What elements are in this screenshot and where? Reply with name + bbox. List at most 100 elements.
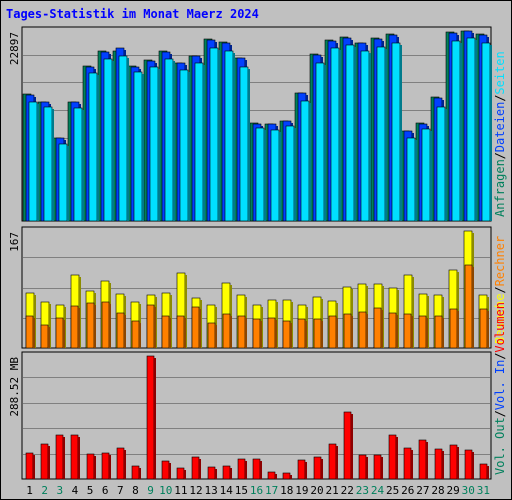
bar-shadow-requests-16 xyxy=(264,130,266,221)
bar-requests-seiten-14 xyxy=(224,50,234,222)
bar-requests-seiten-20 xyxy=(315,62,325,222)
bar-shadow-volume-20 xyxy=(321,459,323,479)
bar-shadow-volume-16 xyxy=(260,461,262,479)
bar-shadow-volume-31 xyxy=(487,466,489,479)
x-tick-label-30: 30 xyxy=(462,484,475,497)
bar-visits-rechner-28 xyxy=(434,315,443,349)
bar-shadow-visits-15 xyxy=(245,318,247,348)
bar-volume-volumen-3 xyxy=(55,434,64,480)
legend-volume-volin: Vol. In xyxy=(493,360,507,411)
legend-separator-volume: / xyxy=(493,410,507,417)
bar-shadow-requests-10 xyxy=(173,61,175,221)
bar-shadow-requests-13 xyxy=(218,50,220,221)
bar-volume-volumen-6 xyxy=(101,452,110,480)
bar-volume-volumen-31 xyxy=(479,463,488,480)
bar-shadow-volume-7 xyxy=(124,450,126,479)
bar-volume-volumen-24 xyxy=(373,454,382,480)
bar-shadow-visits-26 xyxy=(411,316,413,348)
bar-volume-volumen-30 xyxy=(464,449,473,480)
bar-visits-rechner-21 xyxy=(328,315,337,349)
bar-requests-seiten-4 xyxy=(73,107,83,222)
bar-visits-rechner-7 xyxy=(116,312,125,349)
bar-volume-volumen-29 xyxy=(449,444,458,480)
bar-shadow-volume-8 xyxy=(139,468,141,479)
bar-volume-volumen-23 xyxy=(358,454,367,480)
bar-shadow-volume-9 xyxy=(154,358,156,479)
bar-shadow-requests-14 xyxy=(233,53,235,221)
bar-shadow-visits-1 xyxy=(33,318,35,348)
bar-shadow-requests-30 xyxy=(475,40,477,221)
bar-shadow-requests-22 xyxy=(354,47,356,221)
bar-visits-rechner-23 xyxy=(358,311,367,349)
bar-visits-rechner-1 xyxy=(25,315,34,349)
bar-volume-volumen-5 xyxy=(86,453,95,480)
bar-visits-rechner-24 xyxy=(373,307,382,349)
bar-shadow-volume-25 xyxy=(396,437,398,479)
bar-shadow-volume-28 xyxy=(442,451,444,479)
legend-separator-visits: / xyxy=(493,286,507,293)
bar-shadow-visits-7 xyxy=(124,315,126,348)
x-tick-label-25: 25 xyxy=(386,484,399,497)
legend-visits-besuche: Besuche xyxy=(493,293,507,344)
bar-shadow-volume-1 xyxy=(33,455,35,479)
x-tick-label-11: 11 xyxy=(174,484,187,497)
x-tick-label-28: 28 xyxy=(431,484,444,497)
bar-volume-volumen-16 xyxy=(252,458,261,480)
legend-volume-volout: Vol. Out xyxy=(493,417,507,475)
bar-volume-volumen-8 xyxy=(131,465,140,480)
bar-volume-volumen-13 xyxy=(207,466,216,480)
bar-shadow-requests-5 xyxy=(97,75,99,221)
x-tick-label-4: 4 xyxy=(72,484,79,497)
bar-requests-seiten-15 xyxy=(239,66,249,222)
bar-requests-seiten-23 xyxy=(360,50,370,222)
bar-requests-seiten-10 xyxy=(164,58,174,222)
bar-visits-rechner-17 xyxy=(267,317,276,349)
x-tick-label-1: 1 xyxy=(26,484,33,497)
bar-volume-volumen-4 xyxy=(70,434,79,480)
bar-shadow-volume-11 xyxy=(184,470,186,479)
legend-requests-seiten: Seiten xyxy=(493,51,507,94)
chart-title: Tages-Statistik im Monat Maerz 2024 xyxy=(6,7,259,21)
bar-shadow-requests-24 xyxy=(385,49,387,221)
bar-shadow-visits-16 xyxy=(260,321,262,348)
bar-shadow-requests-27 xyxy=(430,131,432,221)
bar-shadow-volume-5 xyxy=(94,456,96,479)
legend-separator-requests: / xyxy=(493,95,507,102)
bar-shadow-visits-18 xyxy=(290,323,292,348)
bar-shadow-visits-10 xyxy=(169,318,171,348)
bar-requests-seiten-9 xyxy=(149,66,159,222)
bar-requests-seiten-29 xyxy=(451,40,461,222)
bar-shadow-volume-18 xyxy=(290,475,292,479)
bar-shadow-visits-12 xyxy=(199,309,201,348)
bar-volume-volumen-15 xyxy=(237,458,246,480)
bar-shadow-visits-17 xyxy=(275,320,277,348)
bar-shadow-requests-31 xyxy=(490,45,492,221)
x-tick-label-16: 16 xyxy=(250,484,263,497)
bar-shadow-requests-26 xyxy=(415,140,417,221)
y-max-label-volume: 288.52 MB xyxy=(8,357,21,417)
bar-requests-seiten-8 xyxy=(133,71,143,222)
bar-shadow-visits-19 xyxy=(305,321,307,348)
bar-visits-rechner-26 xyxy=(403,313,412,349)
bar-shadow-visits-22 xyxy=(351,316,353,348)
bar-visits-rechner-30 xyxy=(464,264,473,349)
bar-shadow-volume-23 xyxy=(366,457,368,479)
bar-visits-rechner-10 xyxy=(161,315,170,349)
x-tick-label-20: 20 xyxy=(310,484,323,497)
bar-visits-rechner-12 xyxy=(191,306,200,349)
x-tick-label-15: 15 xyxy=(235,484,248,497)
bar-shadow-visits-31 xyxy=(487,311,489,348)
x-tick-label-3: 3 xyxy=(57,484,64,497)
bar-shadow-visits-2 xyxy=(48,327,50,348)
bar-shadow-visits-11 xyxy=(185,275,187,348)
bar-visits-rechner-14 xyxy=(222,313,231,349)
x-tick-label-17: 17 xyxy=(265,484,278,497)
bar-shadow-requests-29 xyxy=(460,43,462,221)
x-tick-label-7: 7 xyxy=(117,484,124,497)
bar-visits-rechner-5 xyxy=(86,302,95,349)
bar-shadow-volume-3 xyxy=(63,437,65,479)
bar-shadow-requests-21 xyxy=(339,50,341,221)
bar-requests-seiten-28 xyxy=(436,106,446,222)
bar-requests-seiten-13 xyxy=(209,47,219,222)
bar-shadow-volume-14 xyxy=(230,468,232,479)
